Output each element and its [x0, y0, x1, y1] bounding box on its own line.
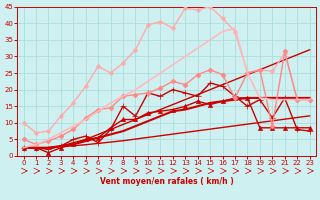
X-axis label: Vent moyen/en rafales ( km/h ): Vent moyen/en rafales ( km/h )	[100, 177, 234, 186]
